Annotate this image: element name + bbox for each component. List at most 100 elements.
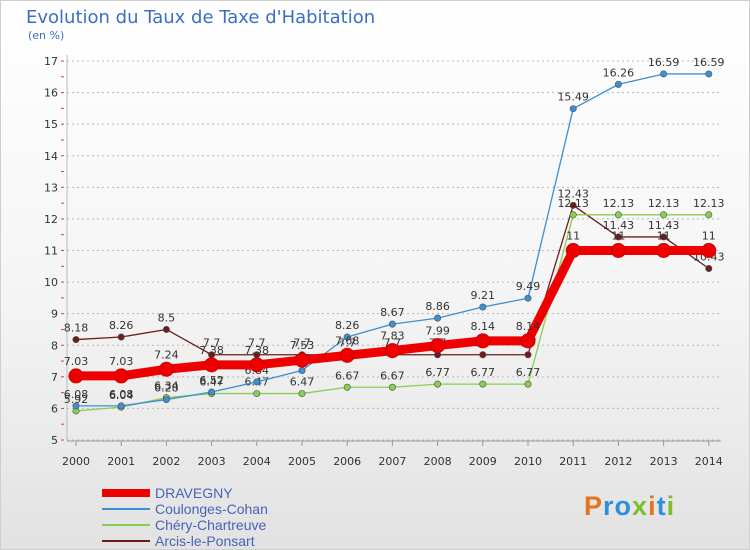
legend-label: Arcis-le-Ponsart bbox=[155, 533, 255, 549]
data-point bbox=[705, 70, 713, 78]
y-tick-label: 9 bbox=[51, 308, 58, 321]
y-tick-label: 6 bbox=[51, 402, 58, 415]
data-point bbox=[113, 368, 129, 384]
data-label: 7.03 bbox=[64, 355, 89, 368]
data-point bbox=[343, 333, 351, 341]
data-label: 15.49 bbox=[557, 91, 589, 104]
y-tick-label: 5 bbox=[51, 434, 58, 447]
data-label: 8.67 bbox=[380, 306, 405, 319]
data-label: 7.38 bbox=[199, 344, 224, 357]
data-label: 9.49 bbox=[516, 280, 541, 293]
data-point bbox=[117, 402, 125, 410]
data-point bbox=[610, 243, 626, 258]
data-point bbox=[72, 402, 80, 410]
logo-letter: t bbox=[656, 491, 667, 521]
data-label: 12.13 bbox=[693, 197, 725, 210]
data-label: 7.24 bbox=[154, 348, 179, 361]
data-point bbox=[298, 390, 306, 398]
y-tick-label: 12 bbox=[44, 213, 58, 226]
y-tick-label: 16 bbox=[44, 87, 58, 100]
data-point bbox=[565, 243, 581, 258]
data-point bbox=[614, 80, 622, 88]
proxiti-logo: Proxiti bbox=[584, 491, 675, 522]
data-point bbox=[520, 333, 536, 349]
x-tick-label: 2001 bbox=[107, 455, 135, 468]
data-label: 16.59 bbox=[693, 56, 725, 69]
x-tick-label: 2003 bbox=[198, 455, 226, 468]
x-tick-label: 2006 bbox=[333, 455, 361, 468]
data-point bbox=[388, 383, 396, 391]
y-tick-label: 10 bbox=[44, 276, 58, 289]
data-point bbox=[253, 378, 261, 386]
data-label: 7.7 bbox=[203, 337, 221, 350]
logo-letter: o bbox=[614, 491, 633, 521]
data-label: 8.5 bbox=[158, 311, 176, 324]
data-label: 7.03 bbox=[109, 355, 134, 368]
data-label: 12.13 bbox=[648, 197, 680, 210]
y-tick-label: 14 bbox=[44, 150, 58, 163]
data-point bbox=[660, 211, 668, 219]
data-point bbox=[705, 265, 713, 273]
data-label: 9.21 bbox=[471, 289, 496, 302]
logo-letter: P bbox=[584, 491, 604, 521]
data-label: 6.34 bbox=[154, 380, 179, 393]
data-label: 7.83 bbox=[380, 330, 405, 343]
data-label: 8.86 bbox=[425, 300, 450, 313]
data-point bbox=[204, 357, 220, 373]
data-label: 6.67 bbox=[380, 369, 405, 382]
data-label: 6.47 bbox=[199, 376, 224, 389]
data-label: 7.99 bbox=[425, 325, 450, 338]
data-point bbox=[253, 390, 261, 398]
legend-label: Coulonges-Cohan bbox=[155, 501, 268, 517]
data-point bbox=[339, 347, 355, 363]
logo-letter: r bbox=[603, 491, 615, 521]
x-tick-label: 2005 bbox=[288, 455, 316, 468]
data-label: 5.92 bbox=[64, 393, 89, 406]
data-label: 16.59 bbox=[648, 56, 680, 69]
data-point bbox=[569, 201, 577, 209]
y-tick-label: 17 bbox=[44, 55, 58, 68]
data-point bbox=[479, 351, 487, 359]
x-tick-label: 2000 bbox=[62, 455, 90, 468]
data-point bbox=[162, 396, 170, 404]
y-unit-label: (en %) bbox=[28, 29, 65, 42]
data-label: 6.52 bbox=[199, 374, 224, 387]
x-tick-label: 2009 bbox=[469, 455, 497, 468]
x-tick-label: 2010 bbox=[514, 455, 542, 468]
data-label: 12.43 bbox=[557, 187, 589, 200]
data-label: 6.67 bbox=[335, 369, 360, 382]
data-point bbox=[475, 333, 491, 349]
data-point bbox=[294, 352, 310, 368]
data-point bbox=[479, 380, 487, 388]
x-tick-label: 2008 bbox=[424, 455, 452, 468]
legend-label: Chéry-Chartreuve bbox=[155, 517, 266, 533]
data-label: 8.26 bbox=[335, 319, 360, 332]
data-label: 6.08 bbox=[109, 388, 134, 401]
data-label: 11.43 bbox=[603, 219, 635, 232]
x-tick-label: 2004 bbox=[243, 455, 271, 468]
data-point bbox=[68, 368, 84, 384]
data-label: 6.08 bbox=[64, 388, 89, 401]
data-point bbox=[524, 294, 532, 302]
data-point bbox=[705, 211, 713, 219]
data-label: 7.68 bbox=[335, 334, 360, 347]
data-label: 12.13 bbox=[557, 197, 589, 210]
x-tick-label: 2014 bbox=[695, 455, 723, 468]
data-label: 16.26 bbox=[603, 66, 635, 79]
data-point bbox=[614, 211, 622, 219]
data-point bbox=[162, 325, 170, 333]
y-tick-label: 11 bbox=[44, 245, 58, 258]
chart-title: Evolution du Taux de Taxe d'Habitation bbox=[26, 7, 376, 28]
data-label: 11 bbox=[657, 230, 671, 243]
series-dravegny: 7.03 7.03 7.24 7.38 7.38 7.53 7.68 7.83 7.99 8.14… bbox=[64, 230, 717, 384]
x-tick-label: 2007 bbox=[378, 455, 406, 468]
data-label: 11 bbox=[702, 230, 716, 243]
y-tick-label: 7 bbox=[51, 371, 58, 384]
data-label: 7.7 bbox=[248, 337, 266, 350]
logo-letter: i bbox=[666, 491, 676, 521]
data-point bbox=[72, 336, 80, 344]
data-label: 7.53 bbox=[290, 339, 315, 352]
data-point bbox=[569, 211, 577, 219]
x-tick-label: 2012 bbox=[604, 455, 632, 468]
